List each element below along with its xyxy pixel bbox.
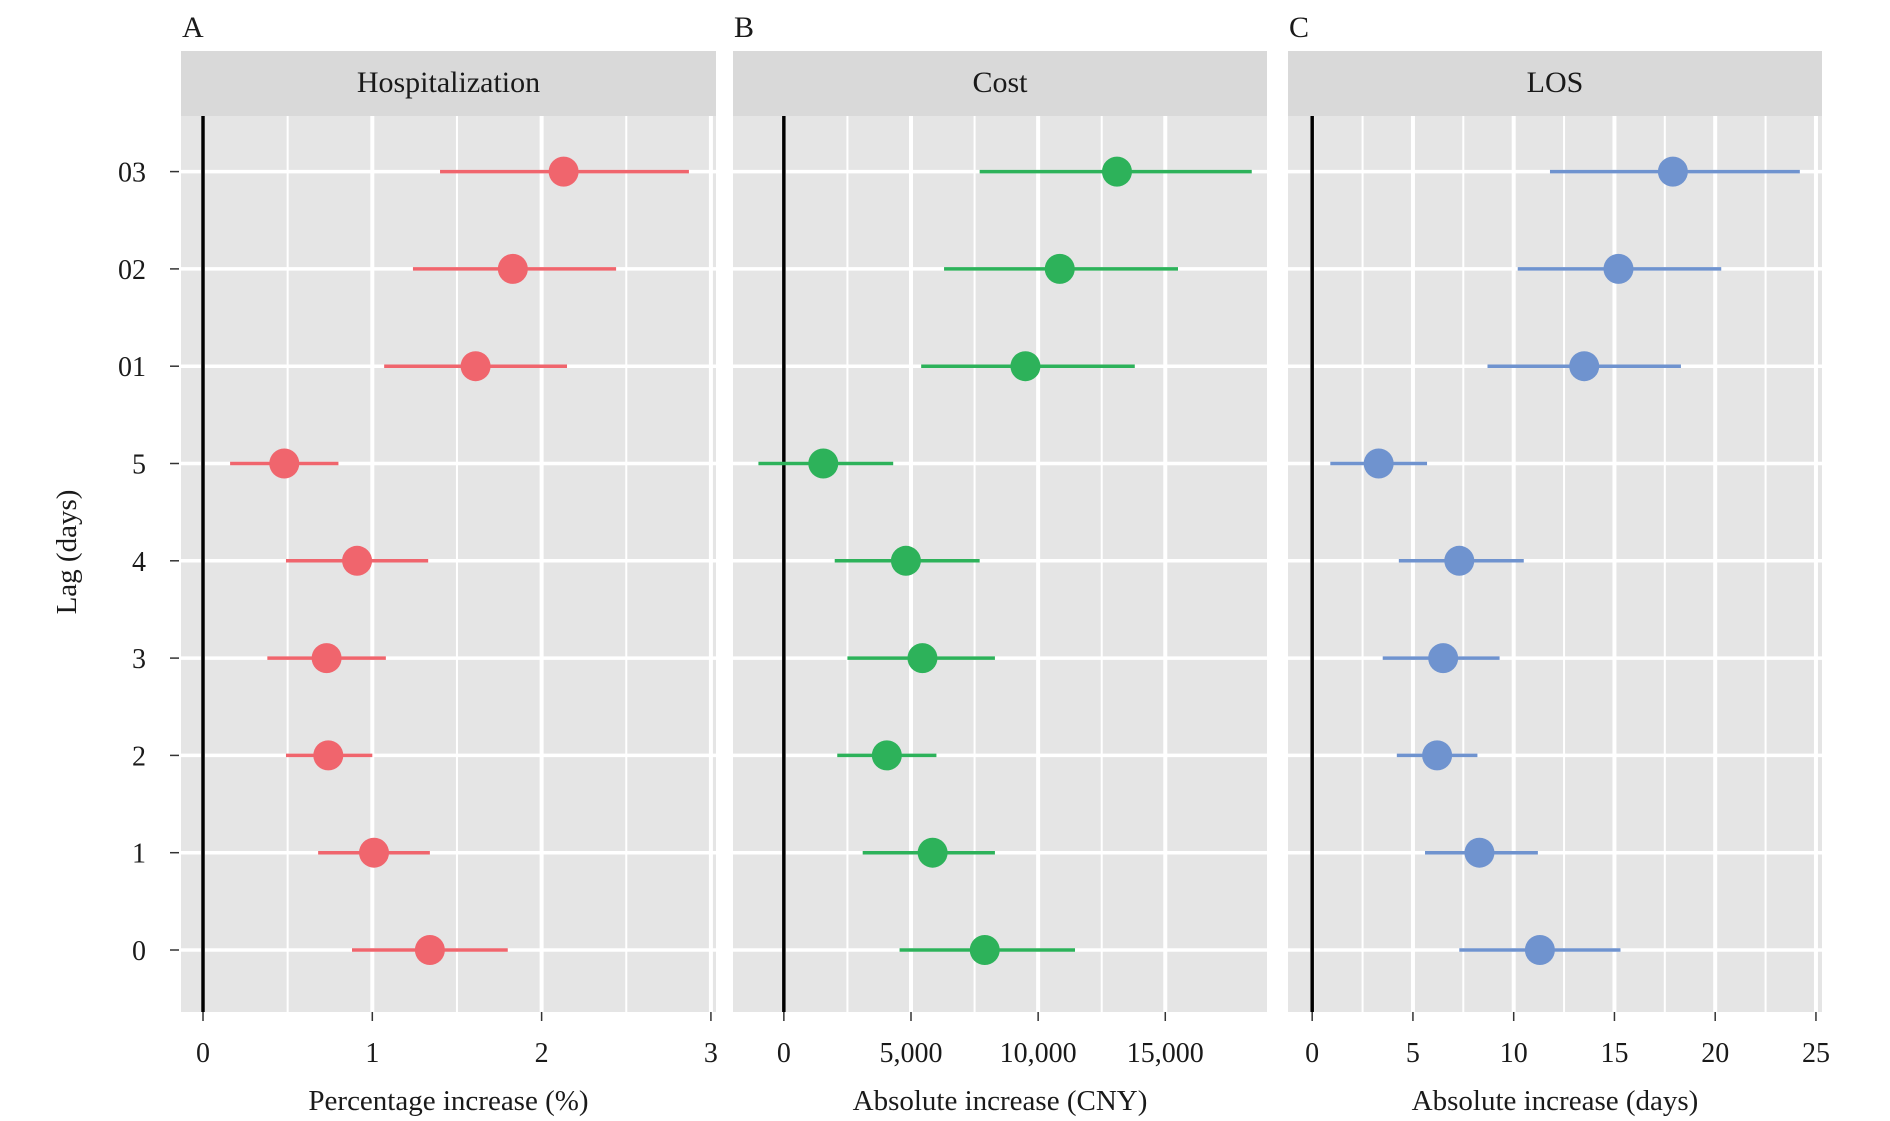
point-estimate-01: [460, 351, 491, 382]
facet-strip-title: LOS: [1527, 66, 1584, 99]
x-tick-label: 0: [1305, 1038, 1319, 1069]
y-tick-label: 02: [118, 255, 146, 286]
point-estimate-03: [1657, 156, 1688, 187]
y-tick-label: 2: [132, 741, 146, 772]
y-tick-label: 0: [132, 936, 146, 967]
point-estimate-4: [342, 545, 373, 576]
point-estimate-3: [907, 643, 938, 674]
y-tick-label: 5: [132, 450, 146, 481]
facet-strip-title: Cost: [972, 66, 1028, 99]
x-axis-title: Absolute increase (days): [1412, 1085, 1699, 1117]
x-tick-label: 15,000: [1127, 1038, 1204, 1069]
point-estimate-03: [1101, 156, 1132, 187]
y-tick-label: 03: [118, 158, 146, 189]
point-estimate-2: [313, 740, 344, 771]
x-tick-label: 5: [1406, 1038, 1420, 1069]
facet-strip-title: Hospitalization: [357, 66, 540, 99]
x-tick-label: 2: [535, 1038, 549, 1069]
point-estimate-03: [548, 156, 579, 187]
point-estimate-2: [1422, 740, 1453, 771]
x-axis-title: Percentage increase (%): [308, 1085, 588, 1117]
point-estimate-1: [1464, 837, 1495, 868]
point-estimate-5: [269, 448, 300, 479]
y-tick-label: 4: [132, 547, 146, 578]
facet-strip: [1288, 51, 1822, 116]
y-tick-label: 3: [132, 644, 146, 675]
x-tick-label: 15: [1600, 1038, 1628, 1069]
y-tick-label: 01: [118, 352, 146, 383]
point-estimate-0: [414, 935, 445, 965]
panel-letter: A: [182, 11, 204, 44]
point-estimate-02: [1603, 253, 1634, 284]
x-tick-label: 10,000: [1000, 1038, 1077, 1069]
x-tick-label: 3: [704, 1038, 718, 1069]
point-estimate-3: [1428, 643, 1459, 674]
x-tick-label: 25: [1802, 1038, 1830, 1069]
point-estimate-0: [1524, 935, 1555, 965]
x-tick-label: 10: [1500, 1038, 1528, 1069]
x-tick-label: 1: [365, 1038, 379, 1069]
point-estimate-5: [1363, 448, 1394, 479]
x-tick-label: 20: [1701, 1038, 1729, 1069]
y-axis-title: Lag (days): [51, 490, 83, 615]
x-axis-title: Absolute increase (CNY): [853, 1085, 1148, 1117]
facet-strip: [733, 51, 1267, 116]
panel-hospitalization: Hospitalization A 0 1 2 3 Percentage increase …: [181, 11, 718, 1117]
point-estimate-02: [497, 253, 528, 284]
panel-background: [181, 116, 716, 1012]
point-estimate-4: [890, 545, 921, 576]
point-estimate-01: [1569, 351, 1600, 382]
panels: Hospitalization A 0 1 2 3 Percentage increase …: [181, 11, 1830, 1117]
point-estimate-1: [359, 837, 390, 868]
point-estimate-3: [311, 643, 342, 674]
x-tick-label: 0: [196, 1038, 210, 1069]
panel-background: [1288, 116, 1822, 1012]
facet-strip: [181, 51, 716, 116]
panel-cost: Cost B 0 5,000 10,000 15,000 Absolute increase…: [733, 11, 1267, 1117]
point-estimate-5: [808, 448, 839, 479]
y-tick-label: 1: [132, 839, 146, 870]
point-estimate-01: [1010, 351, 1041, 382]
point-estimate-1: [917, 837, 948, 868]
point-estimate-0: [969, 935, 1000, 965]
point-estimate-2: [871, 740, 902, 771]
panel-letter: C: [1289, 11, 1309, 44]
point-estimate-02: [1044, 253, 1075, 284]
x-tick-label: 0: [777, 1038, 791, 1069]
panel-los: LOS C 0 5 10 15 20 25 Absolute increase (days): [1288, 11, 1830, 1117]
panel-letter: B: [734, 11, 754, 44]
point-estimate-4: [1444, 545, 1475, 576]
x-tick-label: 5,000: [880, 1038, 943, 1069]
panel-background: [733, 116, 1267, 1012]
